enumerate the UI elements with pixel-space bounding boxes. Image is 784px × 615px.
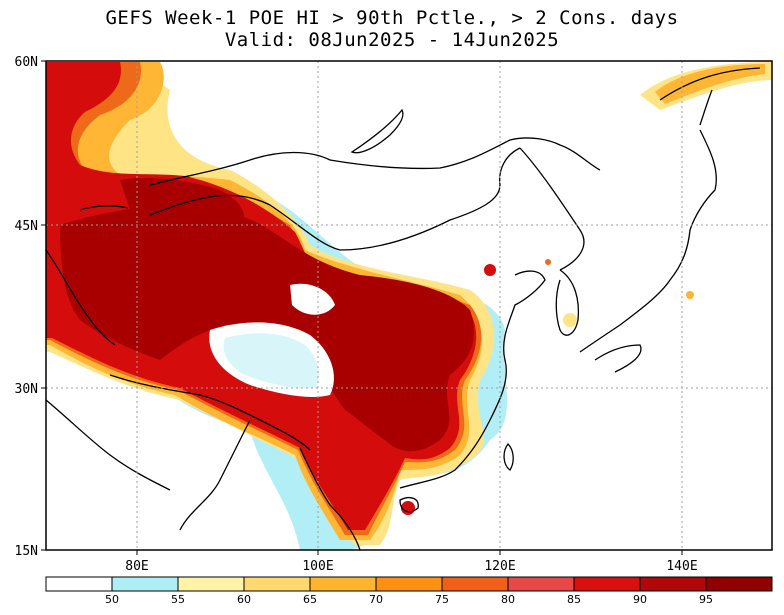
- prob-spot: [563, 313, 577, 327]
- colorbar-swatch: [177, 576, 245, 592]
- colorbar-label: 85: [567, 593, 581, 606]
- coastlines: [46, 67, 761, 550]
- prob-spot: [401, 501, 415, 515]
- colorbar-swatch: [45, 576, 113, 592]
- lon-label: 140E: [666, 559, 697, 574]
- colorbar-swatch: [573, 576, 641, 592]
- prob-spot: [686, 291, 694, 299]
- probability-field: [46, 62, 772, 550]
- basin-gap: [290, 283, 335, 315]
- map-subtitle: Valid: 08Jun2025 - 14Jun2025: [224, 29, 560, 51]
- lon-label: 80E: [125, 559, 148, 574]
- map-frame: [45, 60, 773, 551]
- colorbar-label: 95: [699, 593, 713, 606]
- colorbar-swatch: [243, 576, 311, 592]
- lon-label: 120E: [484, 559, 515, 574]
- graticule: [46, 61, 772, 550]
- colorbar-label: 70: [369, 593, 383, 606]
- colorbar-swatch: [639, 576, 707, 592]
- lat-label: 60N: [15, 55, 38, 70]
- colorbar-swatch: [705, 576, 773, 592]
- axis-ticks: [41, 60, 683, 555]
- colorbar: 50 55 60 65 70 75 80 85 90 95: [45, 576, 773, 606]
- lon-label: 100E: [302, 559, 333, 574]
- lat-label: 30N: [15, 382, 38, 397]
- colorbar-swatch: [441, 576, 509, 592]
- colorbar-label: 80: [501, 593, 515, 606]
- colorbar-label: 90: [633, 593, 647, 606]
- colorbar-swatch: [507, 576, 575, 592]
- colorbar-label: 55: [171, 593, 185, 606]
- colorbar-swatch: [111, 576, 179, 592]
- lat-label: 15N: [15, 544, 38, 559]
- lat-label: 45N: [15, 219, 38, 234]
- prob-spot: [484, 264, 496, 276]
- colorbar-label: 65: [303, 593, 317, 606]
- prob-spot: [545, 259, 551, 265]
- colorbar-swatch: [309, 576, 377, 592]
- map-title: GEFS Week-1 POE HI > 90th Pctle., > 2 Co…: [105, 7, 679, 29]
- plateau-gap-fringe: [223, 333, 319, 389]
- colorbar-label: 75: [435, 593, 449, 606]
- colorbar-label: 60: [237, 593, 251, 606]
- colorbar-label: 50: [105, 593, 119, 606]
- colorbar-swatch: [375, 576, 443, 592]
